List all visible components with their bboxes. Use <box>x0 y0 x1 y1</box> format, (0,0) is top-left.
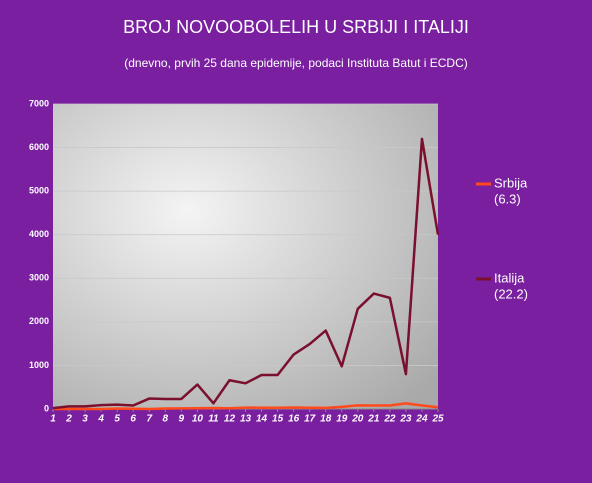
y-tick-label: 1000 <box>29 360 49 370</box>
chart-title: BROJ NOVOOBOLELIH U SRBIJI I ITALIJI <box>123 17 469 37</box>
x-tick-label: 12 <box>224 414 236 425</box>
y-tick-label: 3000 <box>29 273 49 283</box>
x-tick-label: 17 <box>304 414 316 425</box>
legend-label: Srbija <box>494 175 528 190</box>
series-line <box>52 402 439 411</box>
x-tick-label: 15 <box>272 414 284 425</box>
x-tick-label: 14 <box>256 414 268 425</box>
x-tick-label: 8 <box>163 414 169 425</box>
chart-subtitle: (dnevno, prvih 25 dana epidemije, podaci… <box>124 56 468 70</box>
x-tick-label: 20 <box>351 414 364 425</box>
y-tick-label: 4000 <box>29 229 49 239</box>
x-tick-label: 16 <box>288 414 300 425</box>
y-tick-label: 5000 <box>29 186 49 196</box>
x-tick-label: 6 <box>130 414 136 425</box>
x-tick-label: 25 <box>431 414 444 425</box>
x-tick-label: 13 <box>240 414 252 425</box>
y-tick-label: 0 <box>44 403 49 413</box>
legend-note: (22.2) <box>494 286 528 301</box>
x-tick-label: 3 <box>82 414 88 425</box>
legend-label: Italija <box>494 270 525 285</box>
x-tick-label: 21 <box>367 414 380 425</box>
x-tick-label: 24 <box>415 414 428 425</box>
x-tick-label: 2 <box>65 414 72 425</box>
legend-note: (6.3) <box>494 191 521 206</box>
x-tick-label: 11 <box>208 414 219 425</box>
x-tick-label: 18 <box>320 414 332 425</box>
x-tick-label: 23 <box>399 414 412 425</box>
x-tick-label: 9 <box>179 414 185 425</box>
y-tick-label: 6000 <box>29 142 49 152</box>
x-tick-label: 1 <box>50 414 56 425</box>
x-tick-label: 22 <box>383 414 396 425</box>
x-tick-label: 10 <box>192 414 204 425</box>
x-tick-label: 5 <box>114 414 120 425</box>
y-tick-label: 7000 <box>29 98 49 108</box>
x-tick-label: 7 <box>146 414 152 425</box>
plot-area <box>53 104 438 409</box>
y-tick-label: 2000 <box>29 316 49 326</box>
series-line <box>52 137 440 410</box>
x-tick-label: 19 <box>336 414 348 425</box>
x-tick-label: 4 <box>97 414 104 425</box>
